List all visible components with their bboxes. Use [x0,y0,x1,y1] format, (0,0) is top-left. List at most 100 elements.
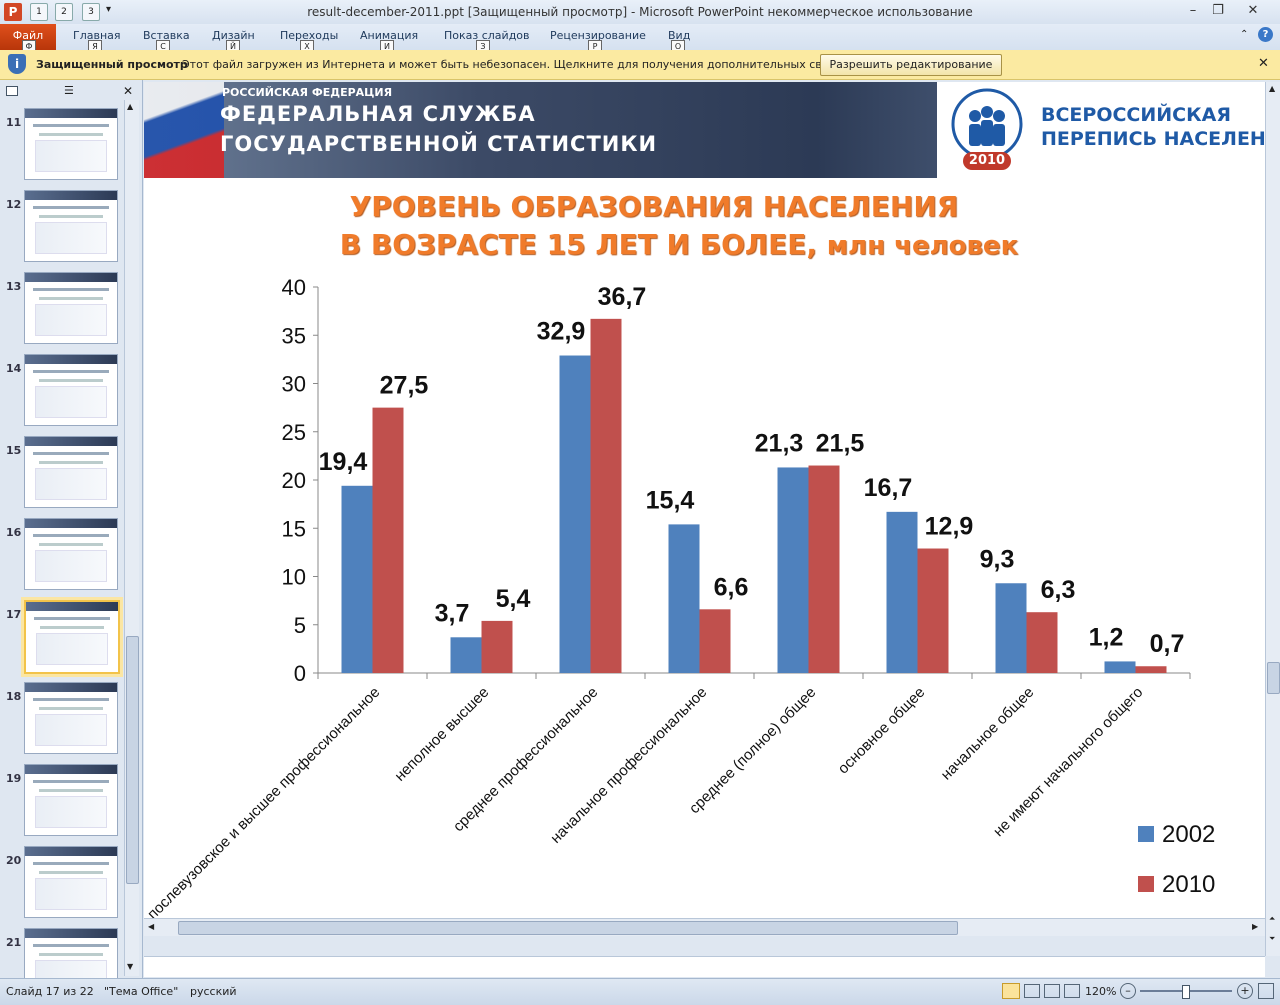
bar-2010 [481,620,513,673]
data-label: 5,4 [496,585,531,613]
shield-icon: i [8,54,26,74]
legend-swatch [1138,876,1154,892]
next-slide-icon[interactable]: ⏷ [1269,934,1276,943]
slide-canvas[interactable]: РОССИЙСКАЯ ФЕДЕРАЦИЯ ФЕДЕРАЛЬНАЯ СЛУЖБА … [144,82,1265,936]
tab-review[interactable]: Рецензирование [550,29,646,42]
slide-title-line2: В ВОЗРАСТЕ 15 ЛЕТ И БОЛЕЕ, млн человек [144,228,1214,261]
close-window-icon[interactable]: ✕ [1247,3,1259,18]
slide-vscrollbar[interactable]: ▲ ⏶ ⏷ [1265,82,1280,956]
census-year: 2010 [968,153,1006,168]
zoom-level[interactable]: 120% [1085,985,1117,998]
data-label: 21,3 [755,429,804,457]
bar-2002 [777,467,809,673]
slide-title-unit: млн человек [826,231,1019,261]
bar-2010 [699,609,731,673]
theme-name: "Тема Office" [104,985,179,998]
language-indicator[interactable]: русский [190,985,237,998]
customize-toolbar-icon[interactable]: ▾ [106,4,112,15]
vscroll-thumb[interactable] [1267,662,1280,694]
tab-view[interactable]: Вид [668,29,691,42]
bar-chart: 0 5 10 15 20 25 30 35 40 19,4 27,5 послевузовское и… [144,275,1215,923]
data-label: 27,5 [380,372,429,400]
tab-animation[interactable]: Анимация [360,29,419,42]
bar-2002 [668,524,700,673]
zoom-out-icon[interactable]: – [1120,983,1136,999]
slide-thumbnail[interactable] [24,108,118,180]
maximize-icon[interactable]: ❐ [1212,3,1224,18]
data-label: 1,2 [1089,623,1124,651]
minimize-icon[interactable]: – [1189,3,1197,18]
slides-tab-icon[interactable] [6,86,18,96]
slide-thumbnail[interactable] [24,846,118,918]
y-tick-label: 15 [282,516,306,541]
zoom-slider[interactable] [1140,985,1232,999]
tab-slideshow[interactable]: Показ слайдов [444,29,530,42]
data-label: 21,5 [816,430,865,458]
data-label: 9,3 [980,545,1015,573]
tab-home[interactable]: Главная [73,29,121,42]
banner-line2: ФЕДЕРАЛЬНАЯ СЛУЖБА [220,102,536,126]
y-tick-label: 30 [282,372,306,397]
thumbnail-number: 17 [6,608,22,621]
category-label: неполное высшее [391,684,492,785]
tab-transitions[interactable]: Переходы [280,29,339,42]
slide-thumbnail[interactable] [24,600,120,674]
slide-thumbnail[interactable] [24,518,118,590]
bar-2002 [995,583,1027,673]
census-logo: 2010 ВСЕРОССИЙСКАЯ ПЕРЕПИСЬ НАСЕЛЕНИЯ [937,82,1265,178]
slides-panel: ☰ ✕ ▲ ▼ 11 12 13 14 15 16 17 18 19 20 21 [0,80,143,1000]
slide-thumbnail[interactable] [24,764,118,836]
data-label: 6,3 [1041,576,1076,604]
help-icon[interactable]: ? [1258,27,1273,42]
panel-scrollbar[interactable]: ▲ ▼ [124,100,139,976]
slide-thumbnail[interactable] [24,436,118,508]
protected-view-message[interactable]: Этот файл загружен из Интернета и может … [182,58,868,71]
data-label: 32,9 [537,318,586,346]
scroll-up-icon[interactable]: ▲ [127,102,134,111]
thumbnail-number: 19 [6,772,22,785]
slide-thumbnail[interactable] [24,354,118,426]
notes-pane[interactable] [144,956,1265,977]
outline-tab-icon[interactable]: ☰ [64,84,74,97]
tab-design[interactable]: Дизайн [212,29,255,42]
scroll-right-icon[interactable]: ▶ [1252,922,1259,931]
close-bar-icon[interactable]: ✕ [1258,56,1269,71]
bar-2010 [1026,612,1058,673]
slide-thumbnail[interactable] [24,272,118,344]
tab-insert[interactable]: Вставка [143,29,190,42]
russian-flag-graphic [144,82,224,178]
minimize-ribbon-icon[interactable]: ⌃ [1240,29,1249,40]
scroll-up-icon[interactable]: ▲ [1269,84,1276,93]
sorter-view-icon[interactable] [1024,984,1040,998]
enable-editing-button[interactable]: Разрешить редактирование [820,54,1002,76]
hscroll-thumb[interactable] [178,921,958,935]
bar-2002 [1104,661,1136,673]
fit-to-window-icon[interactable] [1258,983,1274,999]
bar-2010 [808,465,840,673]
slide-thumbnail[interactable] [24,190,118,262]
bar-2010 [1135,666,1167,673]
legend-label: 2002 [1162,821,1215,848]
thumbnail-number: 14 [6,362,22,375]
redo-icon[interactable]: 3 [82,3,100,21]
normal-view-icon[interactable] [1002,983,1020,999]
slide-hscrollbar[interactable]: ◀ ▶ [144,918,1265,936]
zoom-slider-thumb[interactable] [1182,985,1190,999]
slide-title-main: В ВОЗРАСТЕ 15 ЛЕТ И БОЛЕЕ, [339,228,818,261]
thumbnail-number: 21 [6,936,22,949]
powerpoint-logo-icon[interactable]: P [4,3,22,21]
undo-icon[interactable]: 2 [55,3,73,21]
slide-thumbnail[interactable] [24,682,118,754]
scroll-thumb[interactable] [126,636,139,884]
y-tick-label: 5 [294,613,306,638]
y-tick-label: 10 [282,565,306,590]
slideshow-view-icon[interactable] [1064,984,1080,998]
reading-view-icon[interactable] [1044,984,1060,998]
save-icon[interactable]: 1 [30,3,48,21]
zoom-in-icon[interactable]: + [1237,983,1253,999]
prev-slide-icon[interactable]: ⏶ [1269,914,1276,923]
scroll-left-icon[interactable]: ◀ [148,922,155,931]
protected-view-label: Защищенный просмотр [36,58,188,71]
close-panel-icon[interactable]: ✕ [123,84,134,98]
scroll-down-icon[interactable]: ▼ [127,962,134,971]
